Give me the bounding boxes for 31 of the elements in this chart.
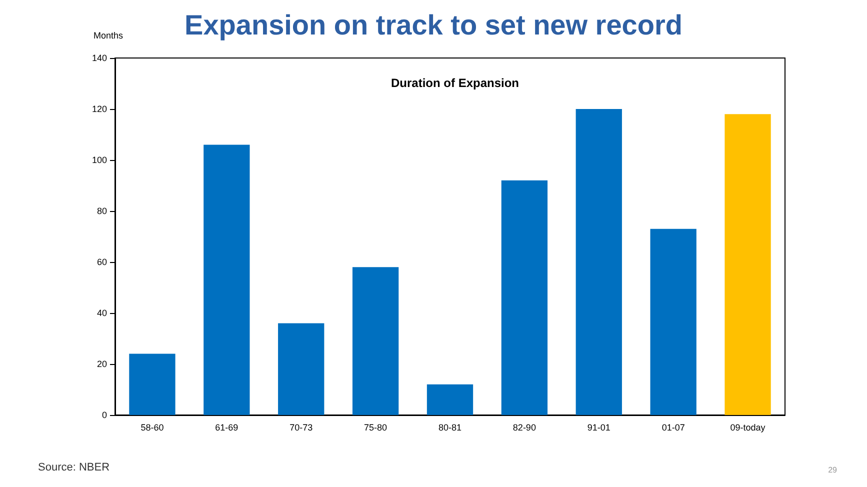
bar — [576, 109, 622, 415]
bar — [501, 180, 548, 415]
bar — [204, 144, 250, 415]
y-tick-label: 100 — [92, 155, 107, 165]
y-tick-label: 60 — [96, 257, 107, 267]
chart-title: Expansion on track to set new record — [184, 10, 682, 40]
x-tick-label: 09-today — [730, 422, 766, 432]
y-tick-label: 20 — [96, 359, 107, 369]
x-tick-label: 01-07 — [662, 422, 685, 432]
y-tick-label: 40 — [96, 308, 107, 318]
text: 29 — [828, 466, 838, 474]
bar — [352, 267, 399, 415]
bar — [129, 354, 176, 415]
x-tick-label: 70-73 — [290, 422, 313, 432]
y-axis-title: Months — [93, 30, 124, 40]
y-tick-label: 140 — [92, 53, 107, 63]
x-tick-label: 75-80 — [364, 422, 388, 432]
y-tick-label: 120 — [92, 104, 107, 114]
bar — [724, 114, 771, 415]
x-tick-label: 82-90 — [512, 422, 536, 432]
x-tick-label: 91-01 — [587, 422, 610, 432]
x-tick-label: 80-81 — [438, 422, 462, 432]
source-note: Source: NBER — [38, 462, 110, 474]
text: Duration of Expansion — [390, 76, 520, 90]
y-tick-label: 0 — [102, 410, 107, 420]
x-tick-label: 58-60 — [140, 422, 164, 432]
bar — [278, 323, 324, 415]
bar — [650, 228, 696, 415]
bar — [426, 384, 474, 415]
x-tick-label: 61-69 — [215, 422, 238, 432]
y-tick-label: 80 — [96, 206, 107, 216]
